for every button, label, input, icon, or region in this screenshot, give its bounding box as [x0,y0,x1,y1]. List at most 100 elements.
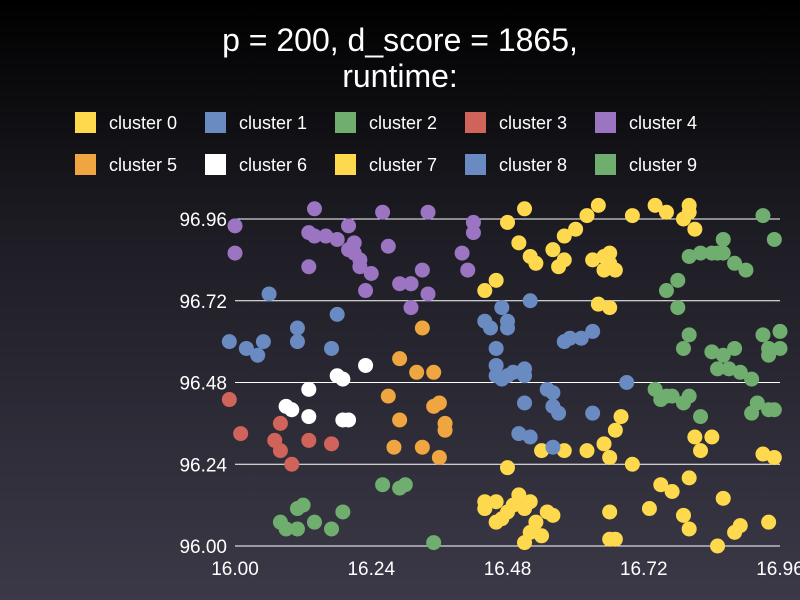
data-point [766,402,782,418]
data-point [284,456,300,472]
data-point [596,436,612,452]
data-point [375,477,391,493]
data-point [517,201,533,217]
x-tick-label: 16.24 [347,559,395,580]
data-point [670,272,686,288]
data-point [607,531,623,547]
data-point [386,439,402,455]
chart-title: p = 200, d_score = 1865, runtime: [222,22,578,94]
data-point [675,507,691,523]
y-tick-label: 96.48 [179,374,227,395]
data-point [329,306,345,322]
data-point [272,443,288,459]
data-point [607,422,623,438]
legend-swatch [75,154,96,175]
data-point [727,255,743,271]
data-point [738,262,754,278]
data-point [272,415,288,431]
data-point [755,208,771,224]
data-point [431,395,447,411]
data-point [658,283,674,299]
data-point [545,385,561,401]
legend-swatch [205,112,226,133]
data-point [704,429,720,445]
x-tick-label: 16.00 [211,559,259,580]
data-point [488,272,504,288]
data-point [710,538,726,554]
data-point [613,409,629,425]
data-point [494,300,510,316]
data-point [693,409,709,425]
data-point [284,402,300,418]
data-point [306,201,322,217]
data-point [233,426,249,442]
data-point [392,276,408,292]
y-tick-label: 96.00 [179,537,227,558]
data-point [482,320,498,336]
data-point [255,334,271,350]
data-point [585,252,601,268]
data-point [289,334,305,350]
legend-item: cluster 2 [335,112,437,133]
legend-label: cluster 7 [369,155,437,175]
data-point [522,293,538,309]
data-point [715,245,731,261]
legend-swatch [465,154,486,175]
legend: cluster 0 cluster 1 cluster 2 cluster 3 clus… [75,112,697,175]
y-tick-labels: 96.00 96.24 96.48 96.72 96.96 [179,210,227,558]
data-point [301,259,317,275]
data-point [403,300,419,316]
data-point [579,443,595,459]
legend-item: cluster 6 [205,154,307,175]
data-point [363,266,379,281]
data-point [596,262,612,278]
data-point [681,388,697,404]
data-point [437,415,453,431]
data-point [301,409,317,425]
legend-item: cluster 7 [335,154,437,175]
data-point [664,388,680,404]
legend-item: cluster 3 [465,112,567,133]
data-point [766,231,782,247]
data-point [358,357,374,373]
data-point [579,208,595,224]
data-point [289,521,305,537]
data-point [715,347,731,363]
data-point [261,286,277,302]
data-point [551,405,567,421]
data-point [681,197,697,213]
data-point [585,405,601,421]
data-point [744,371,760,387]
data-point [227,245,243,261]
data-point [766,449,782,465]
data-point [624,456,640,472]
data-point [602,300,618,316]
legend-item: cluster 0 [75,112,177,133]
data-point [431,449,447,465]
data-point [306,228,322,244]
data-point [602,449,618,465]
data-point [488,494,504,510]
data-point [329,231,345,247]
data-point [477,283,493,299]
data-point [221,392,237,408]
data-point [409,364,425,380]
data-point [624,208,640,224]
data-point [681,521,697,537]
data-point [664,484,680,499]
legend-item: cluster 8 [465,154,567,175]
data-point [426,364,442,380]
data-point [732,518,748,534]
data-point [341,218,357,234]
y-tick-label: 96.24 [179,455,227,476]
data-point [250,347,266,363]
data-point [522,429,538,445]
data-point [454,245,470,261]
data-point [772,340,788,356]
data-point [335,371,351,387]
legend-label: cluster 4 [629,113,697,133]
data-point [568,221,584,237]
data-point [681,327,697,343]
data-point [500,320,515,336]
legend-swatch [335,154,356,175]
